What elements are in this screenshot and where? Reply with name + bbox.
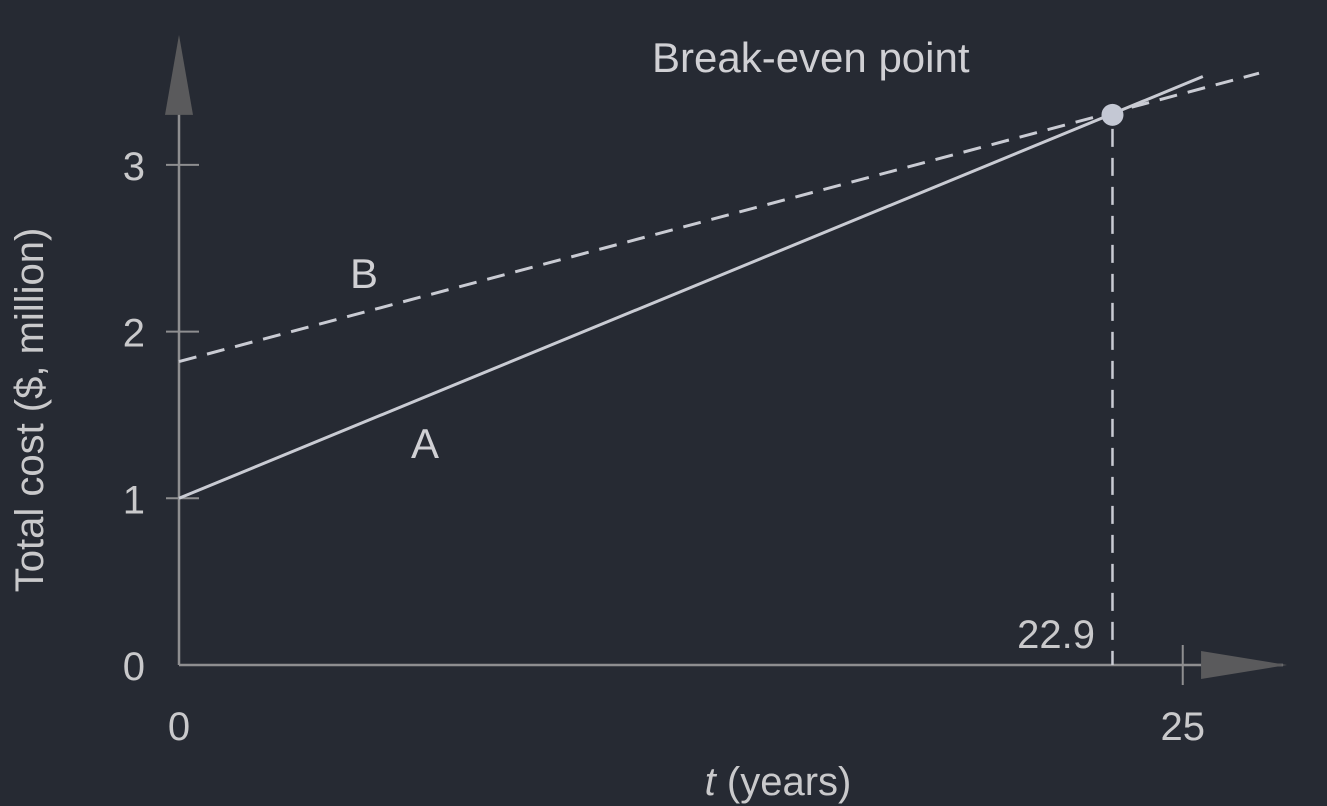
x-tick-label-1: 25 [1161,705,1206,749]
series-line-a [178,75,1204,500]
y-tick-label-0: 0 [123,645,145,689]
ticks: 0 1 2 3 0 25 [123,145,1205,749]
break-even-label: Break-even point [652,34,970,81]
y-axis-arrow [165,34,193,115]
y-tick-label-2: 2 [123,312,145,356]
axes [165,34,1288,679]
x-tick-label-0: 0 [168,705,190,749]
series-label-a: A [411,420,439,467]
y-tick-label-1: 1 [123,478,145,522]
x-axis-label-unit: (years) [716,760,852,804]
x-axis-label: t (years) [705,760,852,804]
series-line-b [178,71,1260,364]
series-label-b: B [350,250,378,297]
break-even-value-label: 22.9 [1017,613,1095,657]
x-axis-arrow [1201,651,1288,679]
annotations [1101,103,1124,665]
y-axis-label: Total cost ($, million) [8,228,52,593]
y-tick-label-3: 3 [123,145,145,189]
series-lines [178,71,1260,500]
x-axis-label-variable: t [705,760,718,804]
break-even-point [1101,103,1124,126]
